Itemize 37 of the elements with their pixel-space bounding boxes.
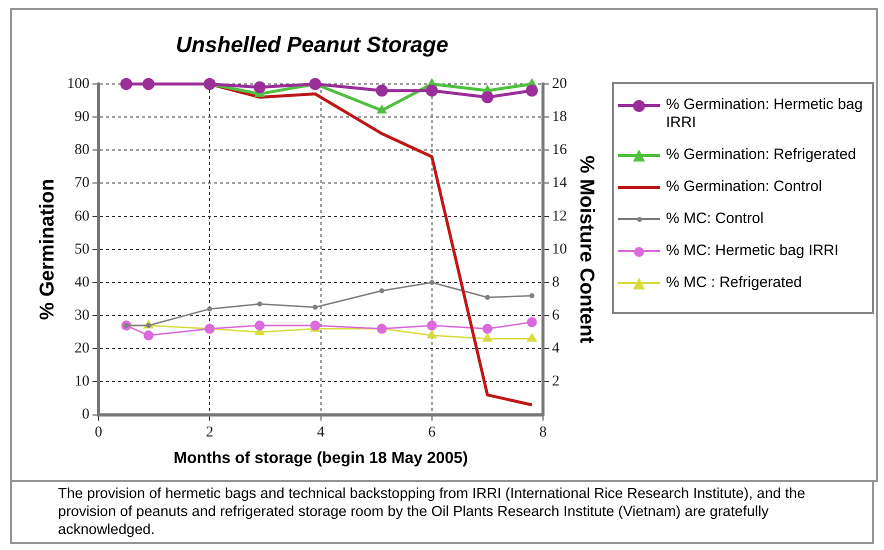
- legend-label: % Germination: Refrigerated: [666, 146, 856, 164]
- y-tick-label: 100: [67, 76, 90, 92]
- y-tick-label: 70: [74, 175, 90, 192]
- y-axis-title: % Germination: [36, 178, 59, 320]
- y2-axis-title: % Moisture Content: [575, 156, 598, 344]
- x-axis-title: Months of storage (begin 18 May 2005): [174, 450, 468, 467]
- y2-tick-label: 16: [552, 142, 568, 158]
- y2-tick-label: 10: [552, 241, 567, 258]
- y2-tick-label: 18: [552, 109, 567, 126]
- text: The provision of hermetic bags and technical backstopping from IRRI (International Rice Research Institute), and the provision of peanuts and refrigerated storage room by the Oil Plants Research Institute (Vietnam) are gratefully acknowledged.: [10, 482, 874, 544]
- y2-tick-label: 12: [552, 208, 567, 224]
- y-tick-label: 10: [74, 374, 90, 390]
- x-tick-label: 2: [206, 424, 214, 441]
- y-tick-label: 30: [74, 307, 90, 324]
- y-tick-label: 20: [74, 340, 90, 357]
- x-tick-label: 6: [428, 424, 436, 441]
- legend-label: % Germination: Control: [666, 178, 822, 196]
- y2-tick-label: 20: [552, 76, 567, 92]
- y2-tick-label: 6: [552, 307, 560, 324]
- y-tick-label: 40: [74, 274, 90, 290]
- y2-tick-label: 8: [552, 274, 560, 290]
- y-tick-label: 80: [74, 142, 90, 158]
- legend-label: % MC: Control: [666, 210, 764, 228]
- legend-label: % MC: Hermetic bag IRRI: [666, 242, 839, 260]
- y-tick-label: 50: [74, 241, 90, 258]
- x-tick-label: 8: [539, 424, 547, 441]
- y-tick-label: 90: [74, 109, 90, 126]
- y2-tick-label: 2: [552, 374, 560, 390]
- y2-tick-label: 14: [552, 175, 568, 192]
- y-tick-label: 0: [82, 406, 90, 423]
- legend-label: % MC : Refrigerated: [666, 274, 802, 292]
- legend-label: % Germination: Hermetic bag IRRI: [666, 96, 864, 132]
- x-tick-label: 0: [94, 424, 102, 441]
- x-tick-label: 4: [317, 424, 325, 441]
- chart-title: Unshelled Peanut Storage: [174, 32, 450, 58]
- y2-tick-label: 4: [552, 340, 560, 357]
- y-tick-label: 60: [74, 208, 90, 224]
